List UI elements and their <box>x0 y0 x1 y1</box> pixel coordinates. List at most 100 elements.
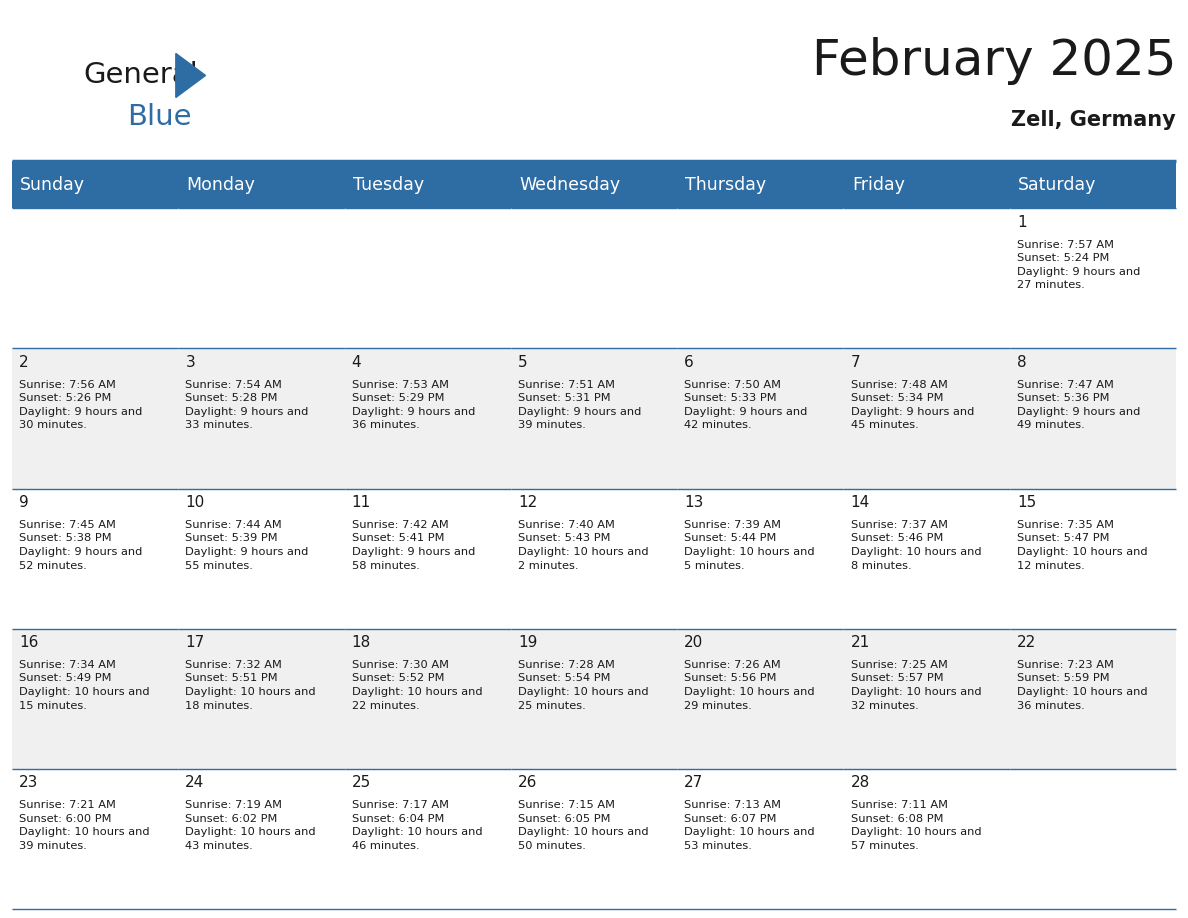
Bar <box>1010 629 1176 768</box>
Bar <box>677 208 843 349</box>
Text: Sunrise: 7:40 AM
Sunset: 5:43 PM
Daylight: 10 hours and
2 minutes.: Sunrise: 7:40 AM Sunset: 5:43 PM Dayligh… <box>518 520 649 571</box>
Text: Sunrise: 7:21 AM
Sunset: 6:00 PM
Daylight: 10 hours and
39 minutes.: Sunrise: 7:21 AM Sunset: 6:00 PM Dayligh… <box>19 800 150 851</box>
Text: Sunrise: 7:54 AM
Sunset: 5:28 PM
Daylight: 9 hours and
33 minutes.: Sunrise: 7:54 AM Sunset: 5:28 PM Dayligh… <box>185 380 309 431</box>
Text: Sunrise: 7:26 AM
Sunset: 5:56 PM
Daylight: 10 hours and
29 minutes.: Sunrise: 7:26 AM Sunset: 5:56 PM Dayligh… <box>684 660 815 711</box>
Text: Sunrise: 7:50 AM
Sunset: 5:33 PM
Daylight: 9 hours and
42 minutes.: Sunrise: 7:50 AM Sunset: 5:33 PM Dayligh… <box>684 380 808 431</box>
Bar <box>843 768 1010 909</box>
Bar <box>12 768 178 909</box>
Bar <box>345 208 511 349</box>
Bar <box>843 349 1010 488</box>
Text: 7: 7 <box>851 355 860 370</box>
Text: Sunrise: 7:45 AM
Sunset: 5:38 PM
Daylight: 9 hours and
52 minutes.: Sunrise: 7:45 AM Sunset: 5:38 PM Dayligh… <box>19 520 143 571</box>
Text: General: General <box>83 62 198 89</box>
Bar <box>12 488 178 629</box>
Text: Sunrise: 7:39 AM
Sunset: 5:44 PM
Daylight: 10 hours and
5 minutes.: Sunrise: 7:39 AM Sunset: 5:44 PM Dayligh… <box>684 520 815 571</box>
Bar <box>178 768 345 909</box>
Text: Sunrise: 7:28 AM
Sunset: 5:54 PM
Daylight: 10 hours and
25 minutes.: Sunrise: 7:28 AM Sunset: 5:54 PM Dayligh… <box>518 660 649 711</box>
Bar <box>12 629 178 768</box>
Bar <box>677 629 843 768</box>
Bar <box>511 208 677 349</box>
Text: Tuesday: Tuesday <box>353 175 424 194</box>
Text: 19: 19 <box>518 635 537 650</box>
Text: Sunrise: 7:17 AM
Sunset: 6:04 PM
Daylight: 10 hours and
46 minutes.: Sunrise: 7:17 AM Sunset: 6:04 PM Dayligh… <box>352 800 482 851</box>
Bar <box>12 349 178 488</box>
Text: February 2025: February 2025 <box>811 37 1176 84</box>
Bar <box>511 488 677 629</box>
Text: Sunrise: 7:30 AM
Sunset: 5:52 PM
Daylight: 10 hours and
22 minutes.: Sunrise: 7:30 AM Sunset: 5:52 PM Dayligh… <box>352 660 482 711</box>
Bar <box>843 208 1010 349</box>
Text: Thursday: Thursday <box>685 175 766 194</box>
Bar <box>1010 488 1176 629</box>
Text: 22: 22 <box>1017 635 1036 650</box>
Bar <box>677 768 843 909</box>
Text: Sunday: Sunday <box>20 175 86 194</box>
Text: 12: 12 <box>518 495 537 510</box>
Text: Sunrise: 7:37 AM
Sunset: 5:46 PM
Daylight: 10 hours and
8 minutes.: Sunrise: 7:37 AM Sunset: 5:46 PM Dayligh… <box>851 520 981 571</box>
Text: 21: 21 <box>851 635 870 650</box>
Text: 9: 9 <box>19 495 29 510</box>
Bar <box>1010 208 1176 349</box>
Bar <box>345 349 511 488</box>
Bar <box>677 349 843 488</box>
Text: Sunrise: 7:44 AM
Sunset: 5:39 PM
Daylight: 9 hours and
55 minutes.: Sunrise: 7:44 AM Sunset: 5:39 PM Dayligh… <box>185 520 309 571</box>
Text: 5: 5 <box>518 355 527 370</box>
Bar <box>511 629 677 768</box>
Bar <box>345 629 511 768</box>
Text: Sunrise: 7:32 AM
Sunset: 5:51 PM
Daylight: 10 hours and
18 minutes.: Sunrise: 7:32 AM Sunset: 5:51 PM Dayligh… <box>185 660 316 711</box>
Text: 4: 4 <box>352 355 361 370</box>
Text: Sunrise: 7:23 AM
Sunset: 5:59 PM
Daylight: 10 hours and
36 minutes.: Sunrise: 7:23 AM Sunset: 5:59 PM Dayligh… <box>1017 660 1148 711</box>
Bar <box>12 161 1176 208</box>
Text: Sunrise: 7:25 AM
Sunset: 5:57 PM
Daylight: 10 hours and
32 minutes.: Sunrise: 7:25 AM Sunset: 5:57 PM Dayligh… <box>851 660 981 711</box>
Text: 20: 20 <box>684 635 703 650</box>
Text: 18: 18 <box>352 635 371 650</box>
Text: 11: 11 <box>352 495 371 510</box>
Text: Sunrise: 7:35 AM
Sunset: 5:47 PM
Daylight: 10 hours and
12 minutes.: Sunrise: 7:35 AM Sunset: 5:47 PM Dayligh… <box>1017 520 1148 571</box>
Text: Sunrise: 7:47 AM
Sunset: 5:36 PM
Daylight: 9 hours and
49 minutes.: Sunrise: 7:47 AM Sunset: 5:36 PM Dayligh… <box>1017 380 1140 431</box>
Text: 28: 28 <box>851 775 870 790</box>
Text: 25: 25 <box>352 775 371 790</box>
Bar <box>677 488 843 629</box>
Text: 15: 15 <box>1017 495 1036 510</box>
Text: Sunrise: 7:53 AM
Sunset: 5:29 PM
Daylight: 9 hours and
36 minutes.: Sunrise: 7:53 AM Sunset: 5:29 PM Dayligh… <box>352 380 475 431</box>
Bar <box>178 349 345 488</box>
Text: 3: 3 <box>185 355 195 370</box>
Text: Sunrise: 7:51 AM
Sunset: 5:31 PM
Daylight: 9 hours and
39 minutes.: Sunrise: 7:51 AM Sunset: 5:31 PM Dayligh… <box>518 380 642 431</box>
Text: 10: 10 <box>185 495 204 510</box>
Bar <box>511 768 677 909</box>
Text: Sunrise: 7:11 AM
Sunset: 6:08 PM
Daylight: 10 hours and
57 minutes.: Sunrise: 7:11 AM Sunset: 6:08 PM Dayligh… <box>851 800 981 851</box>
Bar <box>843 629 1010 768</box>
Text: 26: 26 <box>518 775 537 790</box>
Bar <box>345 488 511 629</box>
Text: 14: 14 <box>851 495 870 510</box>
Bar <box>345 768 511 909</box>
Text: Blue: Blue <box>127 103 191 130</box>
Text: Sunrise: 7:19 AM
Sunset: 6:02 PM
Daylight: 10 hours and
43 minutes.: Sunrise: 7:19 AM Sunset: 6:02 PM Dayligh… <box>185 800 316 851</box>
Text: Friday: Friday <box>852 175 905 194</box>
Text: Sunrise: 7:57 AM
Sunset: 5:24 PM
Daylight: 9 hours and
27 minutes.: Sunrise: 7:57 AM Sunset: 5:24 PM Dayligh… <box>1017 240 1140 290</box>
Text: 16: 16 <box>19 635 38 650</box>
Text: 6: 6 <box>684 355 694 370</box>
Text: Sunrise: 7:15 AM
Sunset: 6:05 PM
Daylight: 10 hours and
50 minutes.: Sunrise: 7:15 AM Sunset: 6:05 PM Dayligh… <box>518 800 649 851</box>
Text: Monday: Monday <box>187 175 255 194</box>
Text: 23: 23 <box>19 775 38 790</box>
Bar <box>178 488 345 629</box>
Bar <box>1010 349 1176 488</box>
Text: Sunrise: 7:56 AM
Sunset: 5:26 PM
Daylight: 9 hours and
30 minutes.: Sunrise: 7:56 AM Sunset: 5:26 PM Dayligh… <box>19 380 143 431</box>
Text: Zell, Germany: Zell, Germany <box>1011 109 1176 129</box>
Text: Sunrise: 7:42 AM
Sunset: 5:41 PM
Daylight: 9 hours and
58 minutes.: Sunrise: 7:42 AM Sunset: 5:41 PM Dayligh… <box>352 520 475 571</box>
Text: Sunrise: 7:13 AM
Sunset: 6:07 PM
Daylight: 10 hours and
53 minutes.: Sunrise: 7:13 AM Sunset: 6:07 PM Dayligh… <box>684 800 815 851</box>
Text: 13: 13 <box>684 495 703 510</box>
Bar <box>178 208 345 349</box>
Text: Wednesday: Wednesday <box>519 175 620 194</box>
Bar <box>178 629 345 768</box>
Bar <box>843 488 1010 629</box>
Text: 17: 17 <box>185 635 204 650</box>
Text: 1: 1 <box>1017 215 1026 230</box>
Bar <box>1010 768 1176 909</box>
Text: Saturday: Saturday <box>1018 175 1097 194</box>
Text: 24: 24 <box>185 775 204 790</box>
Polygon shape <box>176 53 206 97</box>
Text: Sunrise: 7:48 AM
Sunset: 5:34 PM
Daylight: 9 hours and
45 minutes.: Sunrise: 7:48 AM Sunset: 5:34 PM Dayligh… <box>851 380 974 431</box>
Text: 2: 2 <box>19 355 29 370</box>
Text: Sunrise: 7:34 AM
Sunset: 5:49 PM
Daylight: 10 hours and
15 minutes.: Sunrise: 7:34 AM Sunset: 5:49 PM Dayligh… <box>19 660 150 711</box>
